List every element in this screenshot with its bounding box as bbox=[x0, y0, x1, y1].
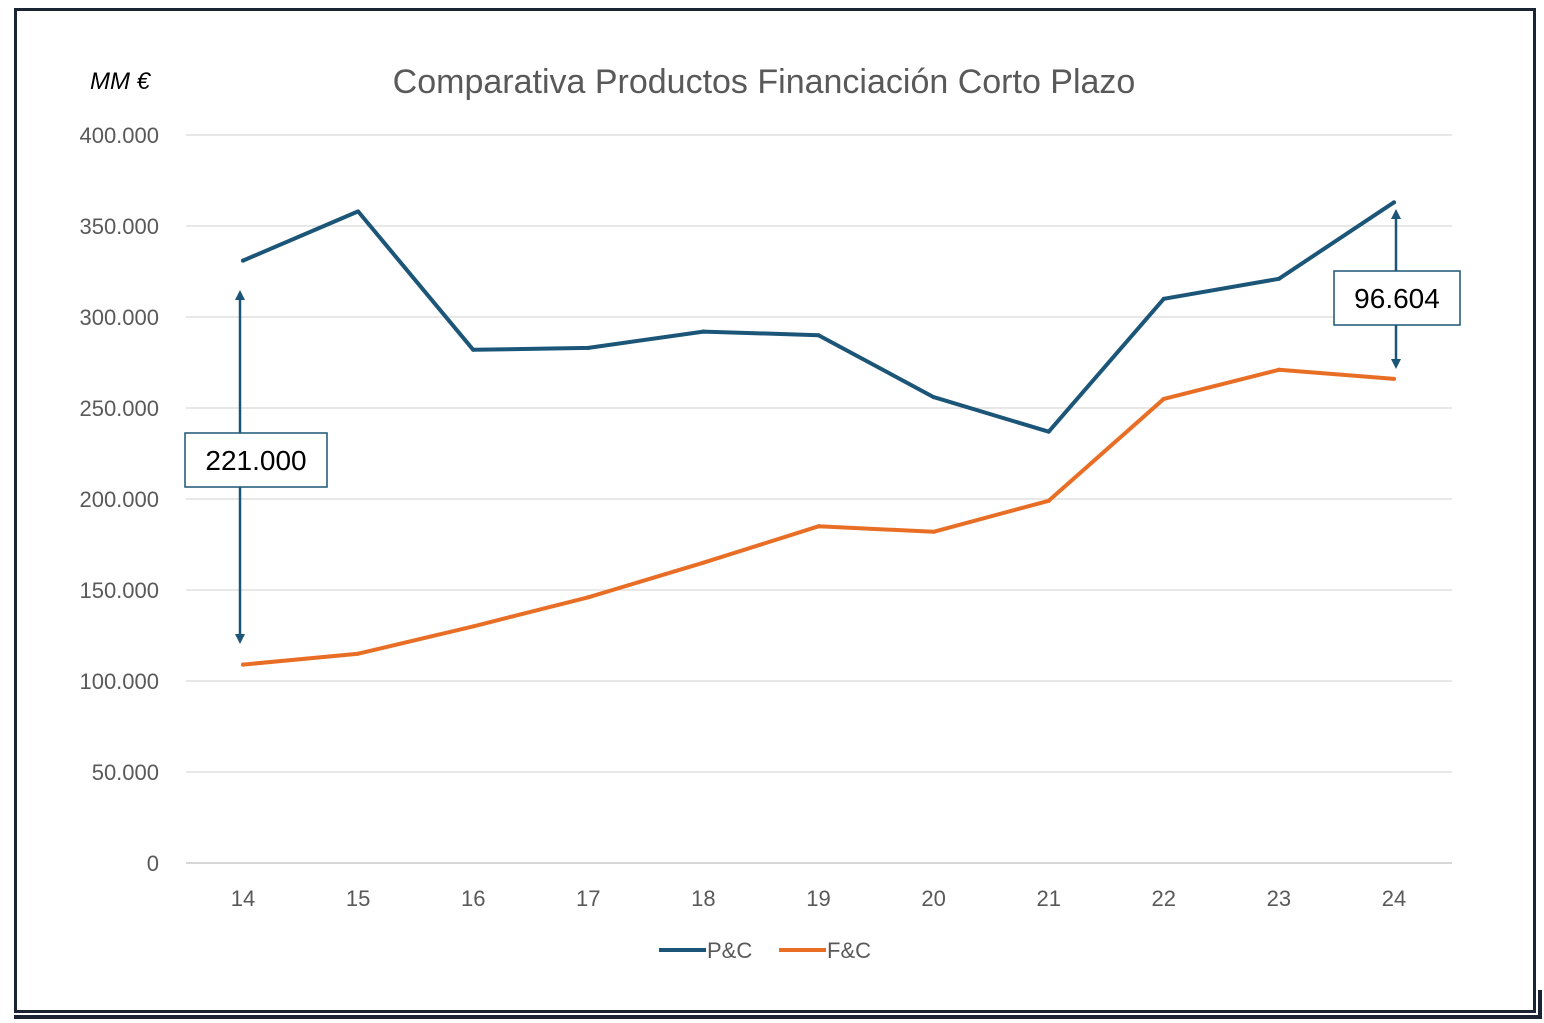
data-point bbox=[1392, 376, 1396, 381]
data-point bbox=[356, 209, 361, 214]
gap-start-box bbox=[184, 432, 328, 488]
legend: P&C F&C bbox=[659, 938, 871, 963]
y-tick-label: 150.000 bbox=[79, 578, 159, 603]
data-point bbox=[931, 529, 936, 534]
x-tick-label: 24 bbox=[1382, 886, 1406, 911]
annotations: 221.000 96.604 bbox=[184, 209, 1461, 644]
gap-arrow-end-head-up bbox=[1391, 209, 1401, 219]
legend-label-fc: F&C bbox=[827, 938, 871, 963]
data-point bbox=[701, 329, 706, 334]
data-point bbox=[586, 595, 591, 600]
x-axis-tick-labels: 14 15 16 17 18 19 20 21 22 23 24 bbox=[231, 886, 1406, 911]
y-tick-label: 250.000 bbox=[79, 396, 159, 421]
gap-end-box bbox=[1333, 270, 1461, 326]
legend-label-pc: P&C bbox=[707, 938, 752, 963]
x-tick-label: 22 bbox=[1152, 886, 1176, 911]
chart-title: Comparativa Productos Financiación Corto… bbox=[393, 63, 1136, 101]
data-point bbox=[1161, 296, 1166, 301]
data-series bbox=[241, 200, 1396, 667]
data-point bbox=[1161, 396, 1166, 401]
frame-shadow-right bbox=[1538, 990, 1542, 1019]
chart-frame bbox=[14, 8, 1536, 1013]
x-tick-label: 23 bbox=[1267, 886, 1291, 911]
y-tick-label: 100.000 bbox=[79, 669, 159, 694]
data-point bbox=[241, 662, 245, 667]
data-point bbox=[1276, 367, 1281, 372]
y-axis-tick-labels: 0 50.000 100.000 150.000 200.000 250.000 300.0… bbox=[79, 123, 159, 876]
series-line-fc bbox=[241, 367, 1396, 667]
x-tick-label: 15 bbox=[346, 886, 370, 911]
x-tick-label: 20 bbox=[921, 886, 945, 911]
data-point bbox=[471, 624, 476, 629]
data-point bbox=[816, 524, 821, 529]
data-point bbox=[1392, 200, 1396, 205]
y-tick-label: 0 bbox=[147, 851, 159, 876]
data-point bbox=[356, 651, 361, 656]
data-point bbox=[1046, 429, 1051, 434]
gap-arrow-start-head-up bbox=[235, 290, 245, 300]
x-tick-label: 17 bbox=[576, 886, 600, 911]
y-tick-label: 50.000 bbox=[92, 760, 159, 785]
y-tick-label: 350.000 bbox=[79, 214, 159, 239]
gap-arrow-end-head-down bbox=[1391, 359, 1401, 369]
y-tick-label: 200.000 bbox=[79, 487, 159, 512]
gridlines bbox=[186, 134, 1452, 864]
unit-label: MM € bbox=[90, 68, 152, 95]
y-tick-label: 300.000 bbox=[79, 305, 159, 330]
x-tick-label: 19 bbox=[806, 886, 830, 911]
x-tick-label: 21 bbox=[1036, 886, 1060, 911]
frame-shadow-bottom bbox=[14, 1015, 1540, 1019]
gap-end-label: 96.604 bbox=[1354, 283, 1440, 314]
x-tick-label: 18 bbox=[691, 886, 715, 911]
data-point bbox=[931, 395, 936, 400]
data-point bbox=[586, 345, 591, 350]
x-tick-label: 14 bbox=[231, 886, 255, 911]
data-point bbox=[1276, 276, 1281, 281]
data-point bbox=[1046, 498, 1051, 503]
y-tick-label: 400.000 bbox=[79, 123, 159, 148]
data-point bbox=[471, 347, 476, 352]
data-point bbox=[701, 560, 706, 565]
data-point bbox=[816, 333, 821, 338]
data-point bbox=[241, 258, 245, 263]
gap-arrow-start-head-down bbox=[235, 634, 245, 644]
gap-start-label: 221.000 bbox=[205, 445, 306, 476]
x-tick-label: 16 bbox=[461, 886, 485, 911]
